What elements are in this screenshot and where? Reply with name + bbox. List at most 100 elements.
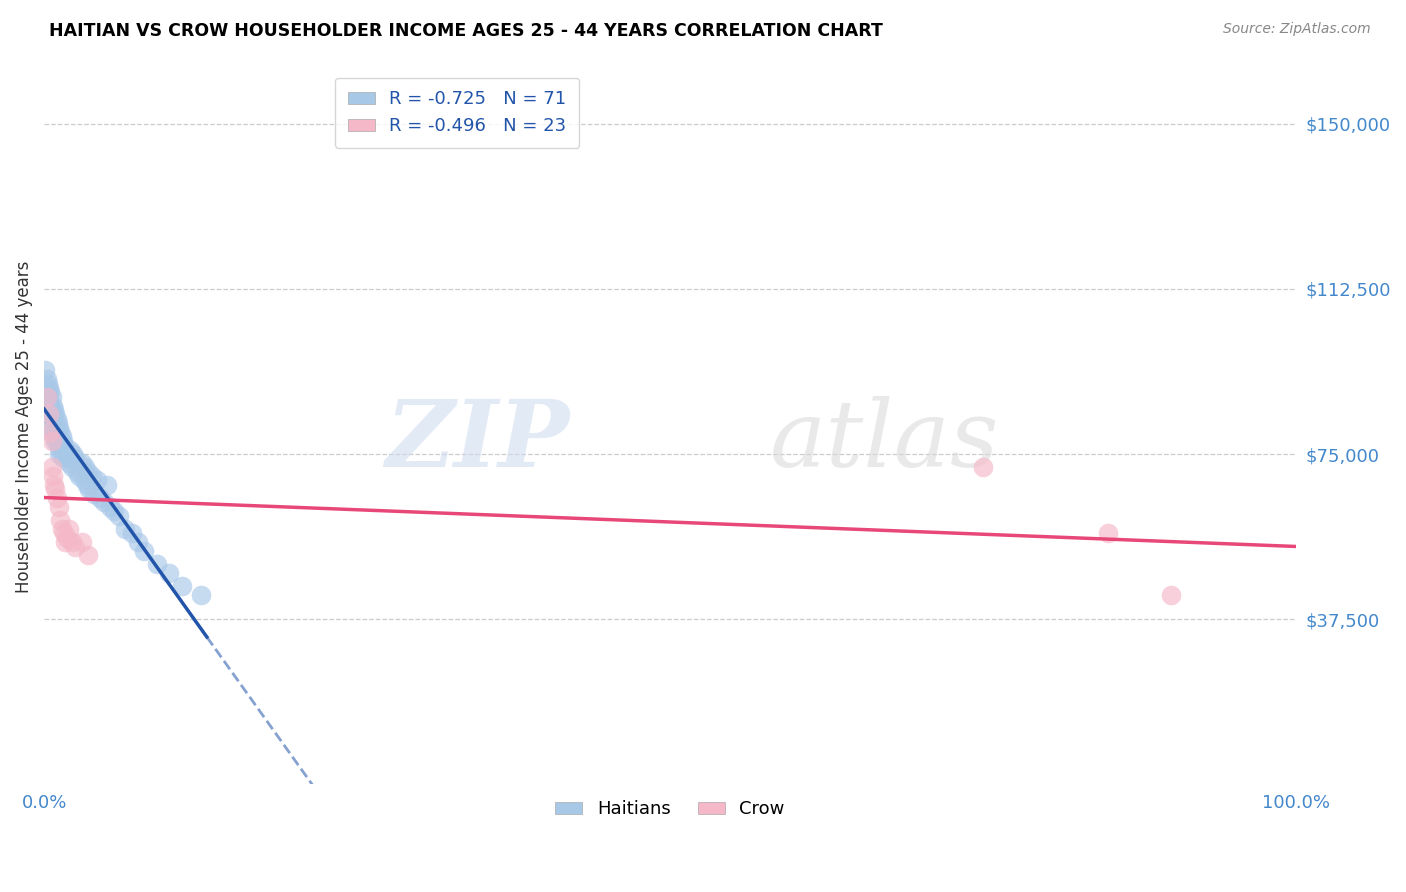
Point — [41, 434, 63, 448]
Text: HAITIAN VS CROW HOUSEHOLDER INCOME AGES 25 - 44 YEARS CORRELATION CHART: HAITIAN VS CROW HOUSEHOLDER INCOME AGES … — [49, 22, 883, 40]
Point — [76, 478, 98, 492]
Point — [48, 438, 70, 452]
Point — [34, 363, 56, 377]
Point — [972, 460, 994, 475]
Point — [41, 420, 63, 434]
Point — [38, 403, 60, 417]
Y-axis label: Householder Income Ages 25 - 44 years: Householder Income Ages 25 - 44 years — [15, 260, 32, 592]
Point — [58, 522, 80, 536]
Point — [145, 557, 167, 571]
Point — [41, 403, 63, 417]
Point — [62, 447, 84, 461]
Point — [67, 469, 90, 483]
Point — [35, 390, 58, 404]
Point — [42, 416, 65, 430]
Point — [48, 420, 70, 434]
Point — [55, 442, 77, 457]
Point — [44, 482, 66, 496]
Point — [66, 465, 89, 479]
Point — [41, 460, 63, 475]
Point — [77, 549, 100, 563]
Point — [70, 456, 93, 470]
Point — [157, 566, 180, 580]
Point — [56, 451, 79, 466]
Point — [39, 408, 62, 422]
Legend: Haitians, Crow: Haitians, Crow — [548, 793, 792, 825]
Text: atlas: atlas — [770, 396, 1000, 486]
Point — [77, 465, 100, 479]
Point — [46, 416, 69, 430]
Point — [39, 385, 62, 400]
Point — [41, 411, 63, 425]
Point — [39, 399, 62, 413]
Point — [170, 579, 193, 593]
Point — [38, 394, 60, 409]
Point — [42, 403, 65, 417]
Point — [37, 399, 59, 413]
Point — [1160, 588, 1182, 602]
Point — [45, 491, 67, 505]
Point — [73, 474, 96, 488]
Point — [42, 425, 65, 439]
Point — [44, 408, 66, 422]
Point — [108, 508, 131, 523]
Point — [51, 429, 73, 443]
Point — [46, 434, 69, 448]
Point — [80, 469, 103, 483]
Point — [48, 447, 70, 461]
Point — [53, 438, 76, 452]
Point — [38, 408, 60, 422]
Point — [114, 522, 136, 536]
Point — [38, 381, 60, 395]
Point — [52, 451, 75, 466]
Point — [44, 434, 66, 448]
Text: ZIP: ZIP — [385, 396, 569, 486]
Point — [41, 390, 63, 404]
Point — [51, 522, 73, 536]
Point — [49, 513, 72, 527]
Point — [93, 495, 115, 509]
Point — [96, 478, 118, 492]
Point — [35, 372, 58, 386]
Point — [60, 535, 83, 549]
Point — [35, 385, 58, 400]
Text: Source: ZipAtlas.com: Source: ZipAtlas.com — [1223, 22, 1371, 37]
Point — [86, 474, 108, 488]
Point — [134, 544, 156, 558]
Point — [100, 500, 122, 514]
Point — [59, 442, 82, 457]
Point — [89, 491, 111, 505]
Point — [45, 411, 67, 425]
Point — [60, 460, 83, 475]
Point — [45, 429, 67, 443]
Point — [52, 434, 75, 448]
Point — [127, 535, 149, 549]
Point — [53, 526, 76, 541]
Point — [42, 399, 65, 413]
Point — [190, 588, 212, 602]
Point — [48, 500, 70, 514]
Point — [44, 425, 66, 439]
Point — [49, 425, 72, 439]
Point — [1097, 526, 1119, 541]
Point — [55, 535, 77, 549]
Point — [42, 478, 65, 492]
Point — [55, 531, 77, 545]
Point — [49, 442, 72, 457]
Point — [75, 460, 97, 475]
Point — [42, 469, 65, 483]
Point — [70, 535, 93, 549]
Point — [65, 540, 87, 554]
Point — [103, 504, 125, 518]
Point — [42, 411, 65, 425]
Point — [83, 486, 105, 500]
Point — [77, 482, 100, 496]
Point — [121, 526, 143, 541]
Point — [37, 376, 59, 391]
Point — [42, 429, 65, 443]
Point — [37, 390, 59, 404]
Point — [39, 425, 62, 439]
Point — [58, 456, 80, 470]
Point — [65, 451, 87, 466]
Point — [55, 447, 77, 461]
